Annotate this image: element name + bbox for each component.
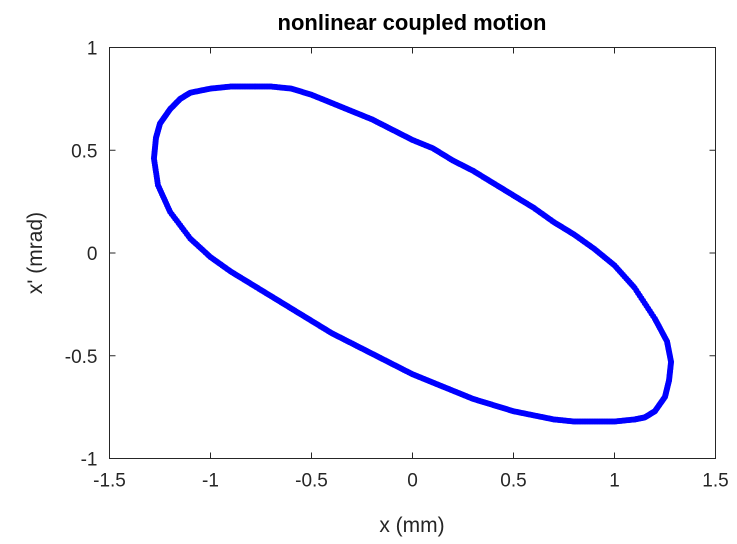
axis-ticks [109,47,716,459]
data-points [150,83,675,425]
x-axis-label: x (mm) [379,514,444,537]
y-tick-label: 0 [87,244,98,265]
data-point [650,313,657,320]
x-tick-label: -0.5 [295,471,328,492]
y-tick-label: 0.5 [71,141,97,162]
x-tick-label: 1 [609,471,620,492]
chart-title: nonlinear coupled motion [278,10,547,35]
plot-area [109,47,716,459]
x-tick-label: -1 [202,471,219,492]
x-tick-labels: -1.5 -1 -0.5 0 0.5 1 1.5 [93,471,729,492]
x-tick-label: 1.5 [702,471,728,492]
x-tick-label: -1.5 [93,471,126,492]
x-tick-label: 0.5 [500,471,526,492]
y-tick-label: 1 [87,39,98,60]
y-tick-label: -1 [81,450,98,471]
y-axis-label: x' (mrad) [24,212,47,294]
x-tick-label: 0 [407,471,418,492]
y-tick-labels: -1 -0.5 0 0.5 1 [65,39,98,471]
y-tick-label: -0.5 [65,347,98,368]
